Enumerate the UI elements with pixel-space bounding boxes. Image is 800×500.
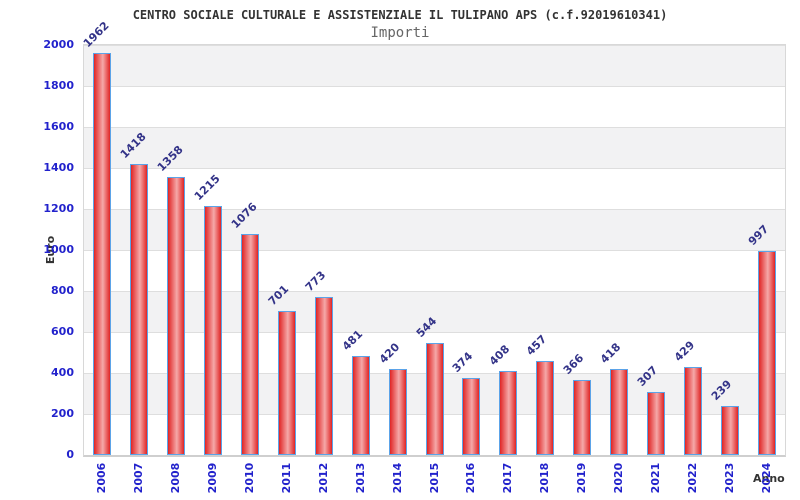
x-tick-label: 2017 [501, 462, 515, 494]
plot-band [84, 45, 785, 86]
bar [462, 378, 481, 455]
x-tick-label: 2011 [279, 462, 293, 494]
bar [241, 234, 260, 455]
y-tick-label: 1200 [43, 202, 74, 215]
y-tick-label: 1800 [43, 79, 74, 92]
bar [499, 371, 518, 455]
bar [351, 356, 370, 455]
plot-band [84, 127, 785, 168]
plot-band [84, 250, 785, 291]
gridline [84, 250, 785, 251]
bar [573, 380, 592, 455]
y-tick-label: 200 [51, 407, 74, 420]
gridline [84, 332, 785, 333]
x-tick-label: 2009 [206, 462, 220, 494]
gridline [84, 291, 785, 292]
x-tick-label: 2008 [169, 462, 183, 494]
y-tick-label: 1600 [43, 120, 74, 133]
chart-title: CENTRO SOCIALE CULTURALE E ASSISTENZIALE… [132, 8, 668, 22]
x-tick-label: 2007 [132, 462, 146, 494]
x-tick-label: 2022 [685, 462, 699, 494]
x-tick-label: 2023 [722, 462, 736, 494]
y-tick-label: 1000 [43, 243, 74, 256]
plot-area [83, 44, 786, 457]
y-tick-label: 400 [51, 366, 74, 379]
plot-band [84, 86, 785, 127]
x-tick-label: 2019 [575, 462, 589, 494]
x-tick-label: 2024 [759, 462, 773, 494]
gridline [84, 209, 785, 210]
x-tick-label: 2020 [611, 462, 625, 494]
bar [314, 297, 333, 455]
bar [609, 369, 628, 455]
gridline [84, 86, 785, 87]
bar [277, 311, 296, 455]
plot-band [84, 291, 785, 332]
x-tick-label: 2015 [427, 462, 441, 494]
x-tick-label: 2021 [648, 462, 662, 494]
bar [536, 361, 555, 455]
x-tick-label: 2012 [316, 462, 330, 494]
bar [646, 392, 665, 455]
x-tick-label: 2006 [95, 462, 109, 494]
x-axis-title: Anno [753, 472, 785, 485]
y-tick-label: 0 [66, 448, 74, 461]
y-tick-label: 1400 [43, 161, 74, 174]
bar [167, 177, 186, 455]
bar [425, 343, 444, 455]
bar [130, 164, 149, 455]
x-tick-label: 2010 [243, 462, 257, 494]
x-tick-label: 2018 [538, 462, 552, 494]
chart-subtitle: Importi [370, 25, 430, 41]
bar [683, 367, 702, 455]
bar [93, 53, 112, 455]
bar [720, 406, 739, 455]
y-tick-label: 2000 [43, 38, 74, 51]
y-tick-label: 600 [51, 325, 74, 338]
plot-band [84, 209, 785, 250]
bar [388, 369, 407, 455]
plot-band [84, 168, 785, 209]
x-tick-label: 2013 [353, 462, 367, 494]
gridline [84, 168, 785, 169]
x-tick-label: 2014 [390, 462, 404, 494]
bar [204, 206, 223, 455]
x-tick-label: 2016 [464, 462, 478, 494]
gridline [84, 45, 785, 46]
gridline [84, 127, 785, 128]
y-tick-label: 800 [51, 284, 74, 297]
bar [757, 251, 776, 455]
